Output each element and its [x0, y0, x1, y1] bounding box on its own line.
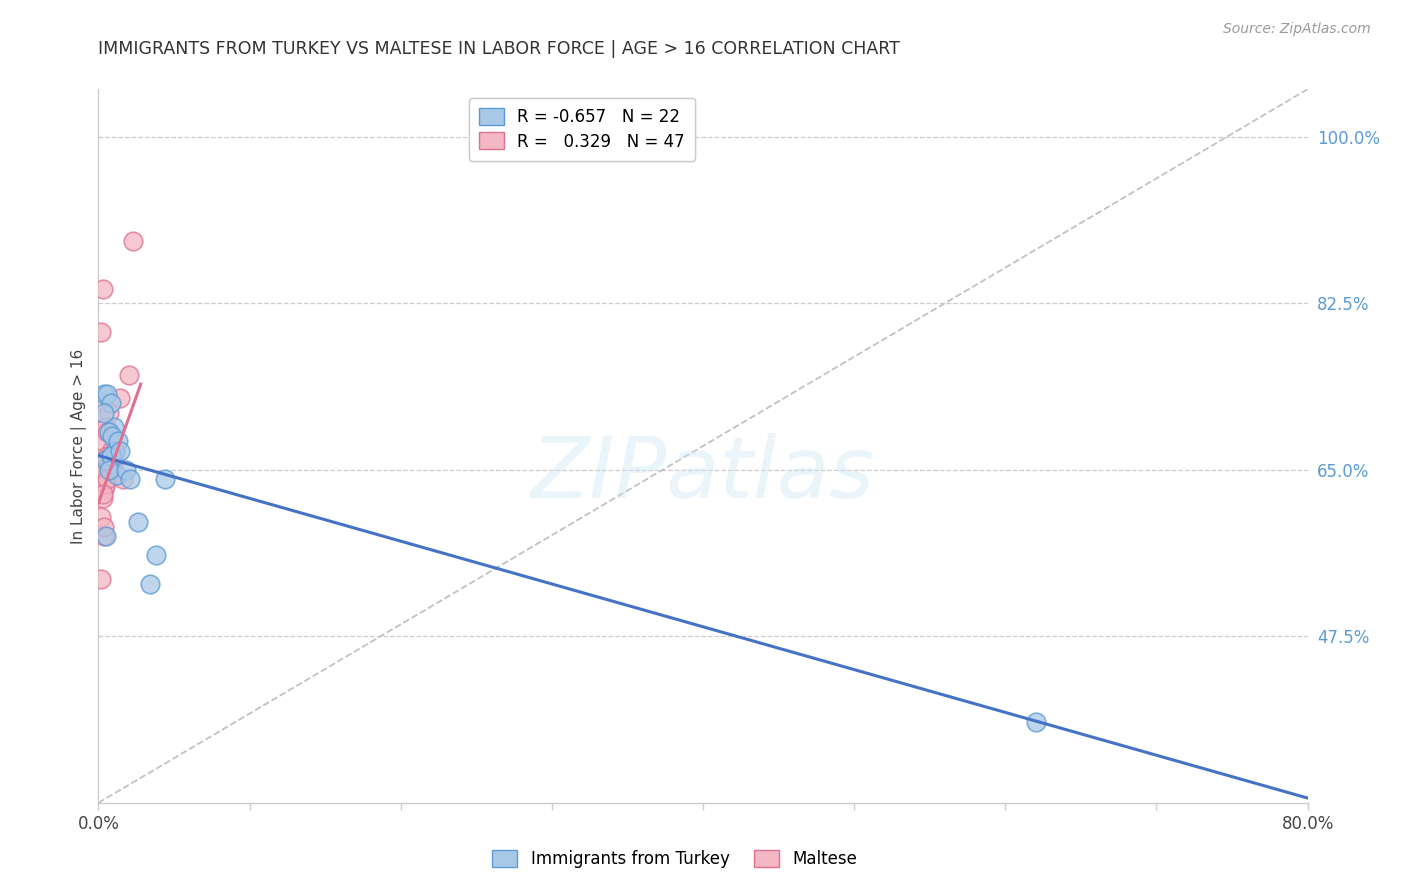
- Point: [93, 406, 115, 420]
- Point: [127, 515, 149, 529]
- Point: [101, 453, 124, 467]
- Point: [101, 429, 124, 443]
- Point: [94, 453, 117, 467]
- Point: [91, 282, 114, 296]
- Point: [91, 463, 114, 477]
- Point: [104, 443, 127, 458]
- Point: [103, 420, 125, 434]
- Point: [96, 463, 118, 477]
- Legend: Immigrants from Turkey, Maltese: Immigrants from Turkey, Maltese: [485, 843, 865, 875]
- Point: [96, 472, 118, 486]
- Point: [91, 491, 114, 506]
- Text: ZIPatlas: ZIPatlas: [531, 433, 875, 516]
- Point: [96, 386, 118, 401]
- Point: [104, 467, 127, 482]
- Point: [90, 572, 112, 586]
- Point: [104, 443, 127, 458]
- Point: [94, 529, 117, 543]
- Y-axis label: In Labor Force | Age > 16: In Labor Force | Age > 16: [72, 349, 87, 543]
- Point: [93, 520, 115, 534]
- Point: [91, 472, 114, 486]
- Point: [94, 420, 117, 434]
- Point: [139, 577, 162, 591]
- Point: [94, 477, 117, 491]
- Point: [101, 467, 124, 482]
- Point: [100, 449, 122, 463]
- Point: [114, 463, 136, 477]
- Point: [100, 443, 122, 458]
- Point: [118, 368, 141, 382]
- Point: [93, 529, 115, 543]
- Point: [94, 453, 117, 467]
- Point: [101, 458, 124, 472]
- Point: [98, 406, 121, 420]
- Point: [94, 453, 117, 467]
- Point: [90, 510, 112, 524]
- Point: [98, 467, 121, 482]
- Point: [122, 235, 145, 249]
- Point: [98, 463, 121, 477]
- Point: [100, 396, 122, 410]
- Point: [96, 467, 118, 482]
- Point: [98, 449, 121, 463]
- Point: [93, 386, 115, 401]
- Point: [100, 449, 122, 463]
- Point: [108, 443, 131, 458]
- Point: [96, 425, 118, 439]
- Point: [111, 472, 134, 486]
- Point: [107, 434, 129, 449]
- Point: [105, 467, 128, 482]
- Point: [90, 472, 112, 486]
- Point: [98, 463, 121, 477]
- Point: [93, 458, 115, 472]
- Point: [153, 472, 176, 486]
- Point: [91, 458, 114, 472]
- Point: [98, 425, 121, 439]
- Point: [145, 549, 167, 563]
- Point: [98, 458, 121, 472]
- Point: [94, 472, 117, 486]
- Point: [103, 453, 125, 467]
- Legend: R = -0.657   N = 22, R =   0.329   N = 47: R = -0.657 N = 22, R = 0.329 N = 47: [470, 97, 695, 161]
- Point: [93, 463, 115, 477]
- Point: [91, 434, 114, 449]
- Point: [1024, 714, 1046, 729]
- Point: [90, 325, 112, 339]
- Text: Source: ZipAtlas.com: Source: ZipAtlas.com: [1223, 22, 1371, 37]
- Point: [91, 467, 114, 482]
- Point: [93, 482, 115, 496]
- Point: [91, 486, 114, 500]
- Point: [93, 396, 115, 410]
- Point: [108, 392, 131, 406]
- Text: IMMIGRANTS FROM TURKEY VS MALTESE IN LABOR FORCE | AGE > 16 CORRELATION CHART: IMMIGRANTS FROM TURKEY VS MALTESE IN LAB…: [98, 40, 900, 58]
- Point: [120, 472, 142, 486]
- Point: [100, 463, 122, 477]
- Point: [96, 449, 118, 463]
- Point: [101, 458, 124, 472]
